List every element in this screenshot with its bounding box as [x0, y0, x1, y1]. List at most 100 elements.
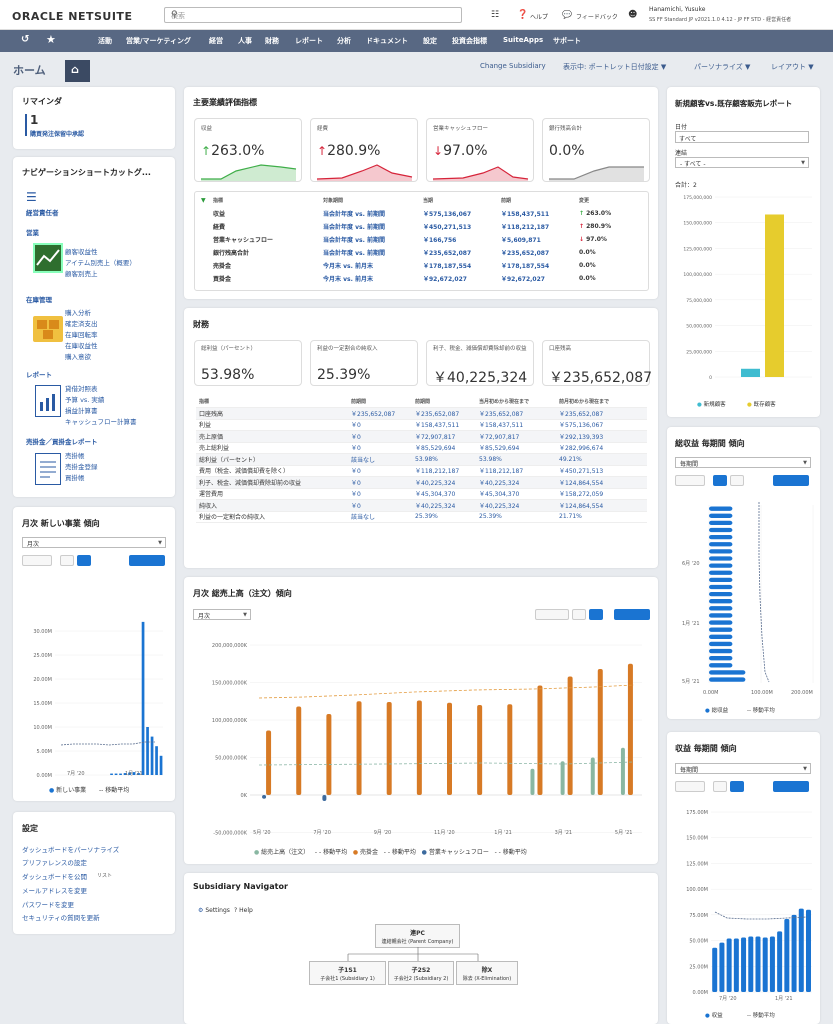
inc-bar-toggle[interactable]	[730, 781, 744, 792]
finance-row-value[interactable]: ￥0	[348, 430, 412, 443]
reminder-label[interactable]: 購買発注保留中承認	[30, 131, 85, 138]
node-elimination[interactable]: 除X 除去 (X-Elimination)	[456, 961, 518, 985]
bar-chart-toggle[interactable]	[77, 555, 91, 566]
finance-row-value[interactable]: ￥235,652,087	[412, 407, 476, 420]
legend-income[interactable]: ● 収益	[705, 1013, 723, 1019]
finance-row-value[interactable]: ￥124,864,554	[556, 499, 647, 512]
bar[interactable]	[709, 591, 733, 597]
rev-trend-toggle[interactable]	[773, 475, 809, 486]
finance-row-value[interactable]: ￥235,652,087	[476, 407, 556, 420]
finance-row[interactable]: 売上総利益 ￥0 ￥85,529,694 ￥85,529,694 ￥282,996,67…	[196, 442, 647, 454]
collapse-icon[interactable]: ▼	[201, 197, 206, 204]
user-name[interactable]: Hanamichi, Yusuke	[649, 6, 706, 13]
bar[interactable]	[709, 506, 733, 511]
home-tab[interactable]: ⌂	[65, 60, 90, 82]
link-customer-sales[interactable]: 顧客別売上	[65, 270, 98, 278]
finance-row-value[interactable]: 53.98%	[476, 453, 556, 466]
legend-new-business[interactable]: ● 新しい事業	[49, 787, 87, 794]
finance-row[interactable]: 純収入 ￥0 ￥40,225,324 ￥40,225,324 ￥124,864,554	[196, 499, 647, 512]
bar[interactable]	[709, 627, 733, 632]
bar[interactable]	[798, 908, 804, 992]
bar[interactable]	[726, 938, 732, 992]
finance-row[interactable]: 費用（税金、減価償却費を除く） ￥0 ￥118,212,187 ￥118,212,18…	[196, 465, 647, 477]
finance-row-value[interactable]: 該当なし	[348, 511, 412, 523]
nav-support[interactable]: サポート	[553, 37, 581, 45]
kpi-card[interactable]: 経費 ↑280.9%	[310, 118, 418, 182]
bar[interactable]	[709, 677, 746, 682]
bar[interactable]	[597, 669, 603, 795]
bar[interactable]	[709, 634, 733, 639]
kpi-row-current[interactable]: ￥450,271,513	[423, 224, 472, 231]
kpi-row-period[interactable]: 今月末 vs. 前月末	[323, 276, 373, 283]
sales-table-toggle[interactable]	[572, 609, 586, 620]
bar[interactable]	[791, 914, 797, 992]
legend-cashflow[interactable]: ● 営業キャッシュフロー	[421, 849, 489, 856]
link-ar-register[interactable]: 売掛金登録	[65, 463, 98, 471]
finance-row-value[interactable]: ￥158,272,059	[556, 488, 647, 500]
bar[interactable]	[784, 918, 790, 992]
bar[interactable]	[709, 620, 733, 625]
bar[interactable]	[326, 714, 332, 795]
area-chart-toggle[interactable]	[22, 555, 52, 566]
finance-card[interactable]: 総利益（パーセント） 53.98%	[194, 340, 302, 386]
link-purchase-analysis[interactable]: 購入分析	[65, 309, 91, 317]
legend-new-customers[interactable]: ● 新規顧客	[697, 402, 726, 408]
layout-menu[interactable]: レイアウト ▼	[771, 63, 814, 71]
finance-row[interactable]: 売上原価 ￥0 ￥72,907,817 ￥72,907,817 ￥292,139,393	[196, 430, 647, 443]
link-inventory-turnover[interactable]: 在庫回転率	[65, 331, 98, 339]
bar[interactable]	[709, 527, 733, 533]
finance-row-value[interactable]: 25.39%	[476, 511, 556, 523]
link-customer-profitability[interactable]: 顧客収益性	[65, 248, 98, 256]
finance-row-value[interactable]: ￥235,652,087	[556, 407, 647, 420]
kpi-row-current[interactable]: ￥92,672,027	[423, 276, 467, 283]
bar[interactable]	[709, 542, 733, 547]
kpi-row-previous[interactable]: ￥178,187,554	[501, 263, 550, 270]
finance-row-value[interactable]: ￥45,304,370	[476, 488, 556, 500]
finance-row-value[interactable]: ￥45,304,370	[412, 488, 476, 500]
bar[interactable]	[567, 676, 573, 796]
user-icon[interactable]: ☻	[628, 10, 638, 20]
finance-row-value[interactable]: 53.98%	[412, 453, 476, 466]
personalize-dashboard-link[interactable]: ダッシュボードをパーソナライズ	[22, 846, 120, 854]
bar[interactable]	[709, 648, 733, 654]
bar[interactable]	[709, 670, 746, 675]
settings-link[interactable]: ⚙ Settings	[198, 907, 230, 914]
bar[interactable]	[123, 773, 127, 775]
link-budget-vs-actual[interactable]: 予算 vs. 実績	[65, 396, 105, 404]
nav-finance[interactable]: 財務	[265, 37, 279, 45]
trend-line-toggle[interactable]	[129, 555, 165, 566]
node-subsidiary-1[interactable]: 子1S1 子会社1 (Subsidiary 1)	[309, 961, 386, 985]
finance-row-value[interactable]: ￥124,864,554	[556, 476, 647, 489]
bar[interactable]	[627, 663, 633, 795]
nav-sales-marketing[interactable]: 営業/マーケティング	[126, 37, 191, 45]
nav-documents[interactable]: ドキュメント	[366, 37, 408, 45]
kpi-row-previous[interactable]: ￥5,609,871	[501, 237, 541, 244]
change-password-link[interactable]: パスワードを変更	[22, 901, 74, 909]
legend-ip-ma[interactable]: -- 移動平均	[747, 1013, 775, 1019]
bar[interactable]	[709, 513, 733, 518]
finance-row-value[interactable]: ￥0	[348, 442, 412, 454]
finance-card[interactable]: 利益の一定割合の純収入 25.39%	[310, 340, 418, 386]
bar[interactable]	[159, 755, 163, 775]
kpi-row-period[interactable]: 当会計年度 vs. 前期間	[323, 224, 385, 231]
kpi-row-period[interactable]: 当会計年度 vs. 前期間	[323, 237, 385, 244]
kpi-row[interactable]: 売掛金 今月末 vs. 前月末 ￥178,187,554 ￥178,187,554 0…	[199, 259, 645, 272]
link-committed-spend[interactable]: 確定済支出	[65, 320, 98, 328]
search-icon[interactable]: ⚲	[171, 10, 178, 20]
finance-row-value[interactable]: ￥72,907,817	[412, 430, 476, 443]
kpi-row-current[interactable]: ￥235,652,087	[423, 250, 472, 257]
consolidation-select[interactable]: - すべて -	[675, 157, 809, 168]
finance-row-value[interactable]: 21.71%	[556, 511, 647, 523]
finance-row-value[interactable]: ￥118,212,187	[476, 465, 556, 477]
bar[interactable]	[447, 702, 452, 795]
bar[interactable]	[537, 685, 543, 796]
link-income-statement[interactable]: 損益計算書	[65, 407, 98, 415]
bar[interactable]	[416, 700, 422, 796]
link-inventory-profitability[interactable]: 在庫収益性	[65, 342, 98, 350]
link-purchase-intent[interactable]: 購入意欲	[65, 353, 91, 361]
help-link-sub[interactable]: ? Help	[234, 907, 253, 914]
finance-row-value[interactable]: ￥235,652,087	[348, 407, 412, 420]
kpi-row-period[interactable]: 当会計年度 vs. 前期間	[323, 250, 385, 257]
feedback-link[interactable]: フィードバック	[576, 14, 618, 21]
rev-area-toggle[interactable]	[675, 475, 705, 486]
